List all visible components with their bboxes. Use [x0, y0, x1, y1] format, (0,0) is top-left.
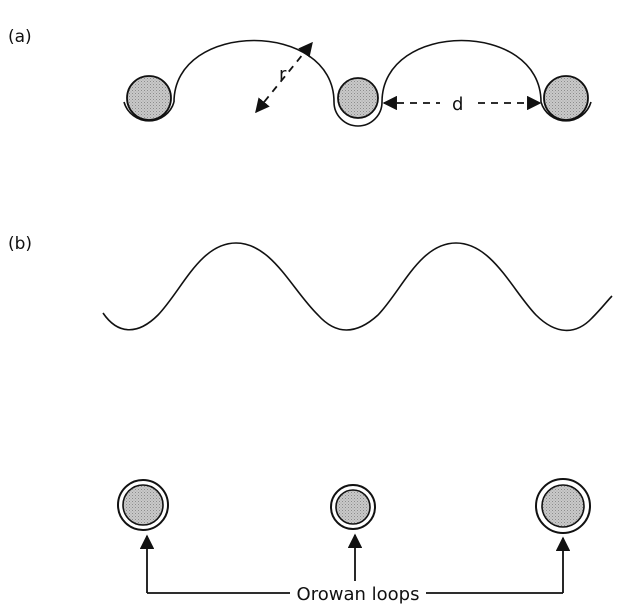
- wavy-dislocation-line: [102, 242, 613, 332]
- orowan-loop-2: [330, 484, 376, 530]
- spacing-label: d: [452, 94, 463, 115]
- panel-b-label: (b): [8, 234, 32, 254]
- orowan-loop-1: [117, 479, 169, 531]
- panel-a-label: (a): [8, 27, 32, 47]
- orowan-loop-3: [535, 478, 591, 534]
- particle-a3: [540, 75, 592, 122]
- orowan-loops-label: Orowan loops: [297, 584, 420, 605]
- particle-a2: [333, 77, 383, 127]
- radius-label: r: [279, 64, 287, 85]
- orowan-pointer-lines: [139, 533, 571, 594]
- bowed-dislocation-line: [173, 39, 542, 103]
- radius-arrow: [255, 41, 313, 114]
- particle-a1: [123, 75, 175, 122]
- panel-a-particles: [123, 75, 592, 127]
